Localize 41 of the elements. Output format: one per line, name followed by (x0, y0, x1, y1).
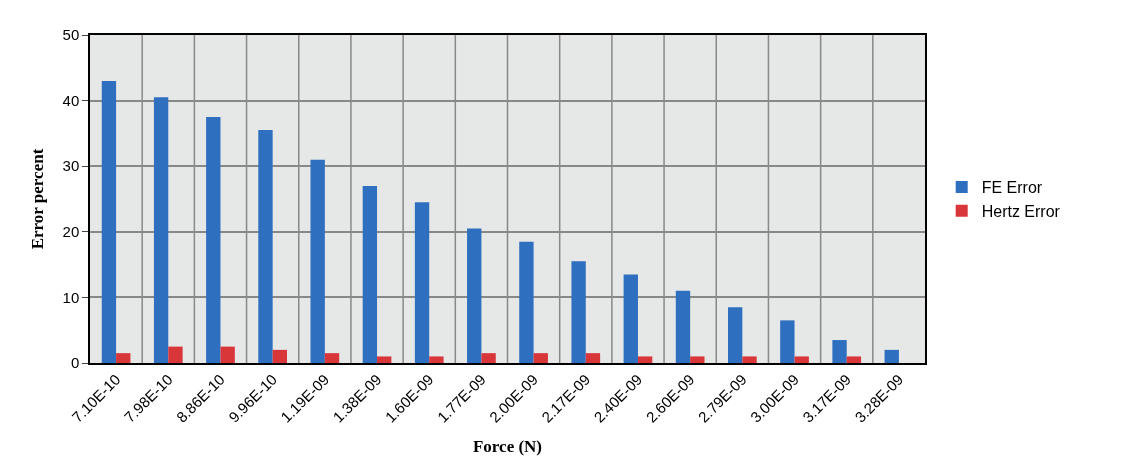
bar (324, 353, 340, 363)
bar (675, 290, 691, 363)
legend-label: FE Error (981, 179, 1043, 197)
bar (429, 356, 444, 363)
y-tick-label: 0 (70, 354, 80, 372)
bar (832, 340, 847, 363)
bar (414, 202, 430, 363)
bar (377, 356, 392, 363)
bar (116, 353, 131, 363)
bar (310, 159, 325, 363)
bar (884, 349, 899, 363)
bar (258, 130, 273, 363)
bar (623, 274, 638, 363)
bar (585, 353, 601, 363)
y-axis-title: Error percent (27, 148, 47, 250)
bar (794, 356, 809, 363)
bar (519, 241, 534, 363)
bar (362, 185, 378, 363)
bar (637, 356, 653, 363)
bar (533, 353, 548, 363)
y-tick-label: 30 (62, 157, 80, 175)
bar (272, 349, 288, 363)
bar (467, 228, 482, 363)
x-axis-title: Force (N) (472, 436, 543, 456)
bar (101, 80, 117, 363)
bar (168, 346, 183, 363)
bar (206, 117, 221, 363)
bar (727, 307, 743, 363)
bar (220, 346, 235, 363)
y-tick-label: 20 (62, 223, 80, 241)
bar (690, 356, 705, 363)
legend-label: Hertz Error (981, 202, 1061, 220)
bar (846, 356, 862, 363)
y-tick-label: 50 (62, 26, 80, 44)
bar (571, 261, 586, 363)
bar (742, 356, 757, 363)
y-tick-label: 10 (62, 288, 80, 306)
bar (780, 320, 795, 363)
bar (153, 97, 169, 363)
y-tick-label: 40 (62, 91, 80, 109)
bar (481, 353, 496, 363)
